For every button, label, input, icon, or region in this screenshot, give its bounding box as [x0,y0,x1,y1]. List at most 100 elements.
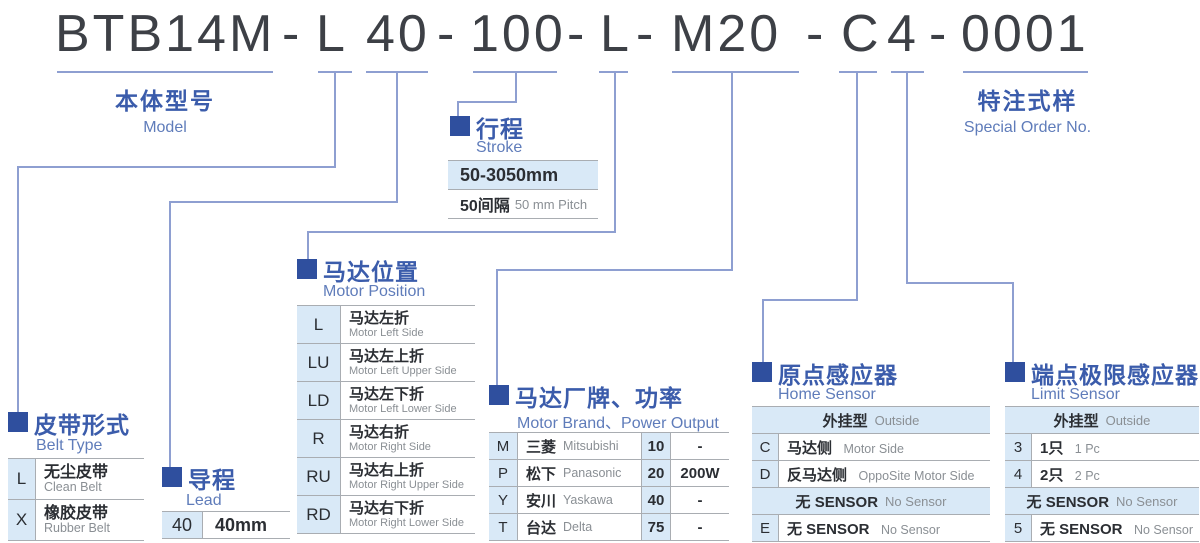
group-zh: 无 SENSOR [795,493,879,511]
sensor-en: No Sensor [880,522,941,537]
table-row: M 三菱 Mitsubishi 10 - [489,433,729,460]
group-en: No Sensor [885,493,947,509]
table-row: 3 1只 1 Pc [1005,434,1199,461]
code-segment-body: BTB14M [55,5,276,63]
group-zh: 外挂型 [822,412,868,430]
table-row: 4 2只 2 Pc [1005,461,1199,488]
lead-title-zh: 导程 [188,467,236,493]
special-order-label-en: Special Order No. [963,119,1092,136]
section-marker-icon [162,467,182,487]
table-row: LD 马达左下折 Motor Left Lower Side [297,382,475,420]
position-desc-en: Motor Left Lower Side [349,402,457,415]
sensor-en: 1 Pc [1074,441,1100,456]
brand-zh: 台达 [526,519,557,537]
connector-line [169,201,398,203]
table-row: P 松下 Panasonic 20 200W [489,460,729,487]
motor-position-title-en: Motor Position [323,283,426,300]
connector-line [334,72,336,168]
position-desc-cell: 马达左上折 Motor Left Upper Side [341,348,457,378]
code-separator: - [929,5,950,63]
code-segment-lead: 40 [366,5,430,63]
table-row: E 无 SENSOR No Sensor [752,515,990,542]
sensor-en: OppoSite Motor Side [858,468,975,483]
table-row: T 台达 Delta 75 - [489,514,729,541]
belt-desc-zh: 无尘皮带 [44,464,109,481]
underline-special-order [963,71,1088,73]
sensor-en: Motor Side [843,441,904,456]
sensor-code-cell: 5 [1005,515,1032,541]
underline-motor-position [599,71,628,73]
belt-desc-en: Clean Belt [44,480,102,494]
section-marker-icon [489,385,509,405]
connector-line [307,231,616,233]
connector-line [614,72,616,233]
limit-sensor-table: 外挂型 Outside 3 1只 1 Pc 4 2只 2 Pc 无 SENSOR… [1005,406,1199,542]
sensor-zh: 2只 [1040,466,1064,484]
table-row: 40 40mm [162,512,290,539]
lead-value-cell: 40mm [215,514,268,535]
position-desc-en: Motor Right Side [349,440,431,453]
sensor-desc-cell: 无 SENSOR No Sensor [1032,518,1193,539]
connector-line [1012,282,1014,363]
motor-brand-title-en: Motor Brand、Power Output [517,415,719,432]
position-desc-zh: 马达左上折 [349,347,425,365]
sensor-code-cell: 4 [1005,461,1032,487]
sensor-code-cell: E [752,515,779,541]
connector-line [457,101,517,103]
brand-en: Mitsubishi [563,439,619,453]
sensor-zh: 1只 [1040,439,1064,457]
table-row: L 马达左折 Motor Left Side [297,306,475,344]
belt-desc-zh: 橡胶皮带 [44,505,109,522]
connector-line [762,299,764,363]
code-separator: - [437,5,458,63]
code-segment-limit-sensor: 4 [887,5,919,63]
table-row: X 橡胶皮带 Rubber Belt [8,500,144,541]
position-code-cell: RU [297,458,341,495]
table-row: C 马达侧 Motor Side [752,434,990,461]
stroke-title-zh: 行程 [476,116,524,142]
group-en: Outside [1105,412,1151,428]
sensor-zh: 反马达侧 [787,466,848,484]
position-desc-cell: 马达右上折 Motor Right Upper Side [341,462,464,492]
special-order-label-zh: 特注式样 [977,88,1078,114]
brand-name-cell: 安川 Yaskawa [518,487,642,513]
connector-line [496,269,498,386]
lead-table: 40 40mm [162,511,290,539]
group-header-row: 外挂型 Outside [752,407,990,434]
stroke-pitch-row: 50间隔 50 mm Pitch [448,190,598,219]
table-row: L 无尘皮带 Clean Belt [8,459,144,500]
section-marker-icon [752,362,772,382]
code-separator: - [636,5,657,63]
sensor-code-cell: C [752,434,779,460]
code-segment-motor-brand: M20 [671,5,782,63]
connector-line [17,166,336,168]
position-desc-zh: 马达右折 [349,423,410,441]
limit-sensor-title-zh: 端点极限感应器 [1031,362,1199,388]
brand-en: Yaskawa [563,493,613,507]
connector-line [17,166,19,414]
connector-line [307,231,309,260]
brand-code-cell: T [489,514,518,540]
group-en: Outside [874,412,920,428]
belt-desc-cell: 橡胶皮带 Rubber Belt [36,505,110,535]
position-desc-cell: 马达左折 Motor Left Side [341,310,424,340]
group-header-row: 无 SENSOR No Sensor [1005,488,1199,515]
connector-line [856,72,858,301]
connector-line [496,269,733,271]
code-separator: - [567,5,588,63]
position-desc-zh: 马达左下折 [349,385,425,403]
sensor-zh: 无 SENSOR [787,520,870,538]
group-en: No Sensor [1116,493,1178,509]
stroke-pitch-en: 50 mm Pitch [514,196,588,212]
stroke-title-en: Stroke [476,139,523,156]
power-watt-cell: - [697,491,703,509]
position-code-cell: RD [297,496,341,533]
home-sensor-title-en: Home Sensor [778,386,876,403]
code-segment-stroke: 100 [470,5,566,63]
position-code-cell: L [297,306,341,343]
table-row: RU 马达右上折 Motor Right Upper Side [297,458,475,496]
position-desc-cell: 马达左下折 Motor Left Lower Side [341,386,457,416]
code-segment-special-order: 0001 [961,5,1089,63]
motor-brand-table: M 三菱 Mitsubishi 10 - P 松下 Panasonic 20 2… [489,432,729,541]
sensor-desc-cell: 1只 1 Pc [1032,437,1100,458]
